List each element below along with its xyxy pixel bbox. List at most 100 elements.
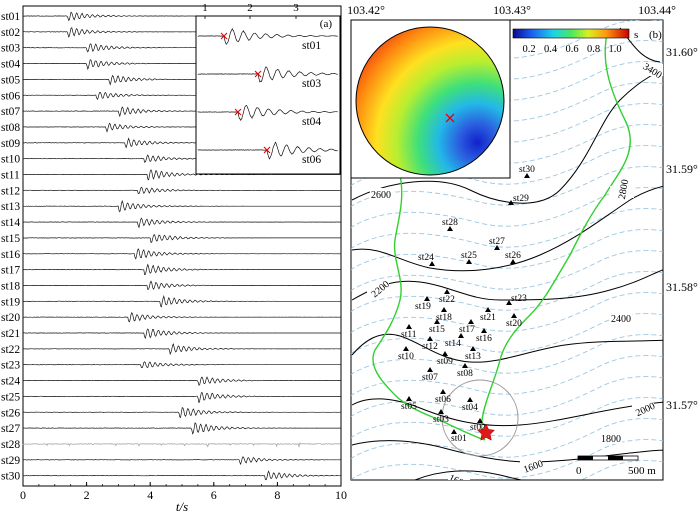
seismogram-trace bbox=[22, 263, 341, 276]
colorbar-ramp bbox=[512, 28, 630, 39]
station-triangle-icon bbox=[427, 367, 433, 372]
lon-tick: 103.44° bbox=[638, 3, 676, 17]
panel-a-seismograms: st01 st02 st03 st04 st05 st06 st07 st08 st09 st10… bbox=[1, 2, 347, 514]
misfit-disk bbox=[355, 26, 505, 176]
contour-label: 2400 bbox=[611, 314, 631, 325]
x-tick-label: 10 bbox=[335, 488, 347, 502]
station-triangle-icon bbox=[511, 313, 517, 318]
station-label: st30 bbox=[1, 471, 20, 483]
station-triangle-icon bbox=[467, 397, 473, 402]
map-station-label: st23 bbox=[511, 294, 527, 304]
station-triangle-icon bbox=[429, 261, 435, 266]
colorbar-unit: s bbox=[634, 29, 638, 41]
map-station-label: st17 bbox=[459, 325, 475, 335]
minor-contour bbox=[351, 397, 663, 438]
contour-line bbox=[351, 333, 663, 363]
station-triangle-icon bbox=[451, 429, 457, 434]
station-label: st09 bbox=[1, 138, 20, 150]
minor-contour bbox=[351, 229, 663, 270]
lat-tick: 31.60° bbox=[666, 45, 698, 59]
lon-tick: 103.42° bbox=[347, 3, 385, 17]
station-label: st16 bbox=[1, 249, 20, 261]
station-label: st29 bbox=[1, 455, 20, 467]
seismogram-trace bbox=[22, 392, 341, 403]
station-triangle-icon bbox=[406, 396, 412, 401]
map-station-label: st05 bbox=[401, 402, 417, 412]
contour-line bbox=[351, 69, 663, 204]
map-station-label: st26 bbox=[505, 251, 521, 261]
station-triangle-icon bbox=[466, 259, 472, 264]
contour-labels: 3400 2800 2600 2400 2200 2000 1800 1600 … bbox=[367, 61, 663, 491]
seismogram-trace bbox=[22, 407, 341, 419]
station-labels: st01 st02 st03 st04 st05 st06 st07 st08 st09 st10… bbox=[1, 11, 20, 483]
minor-contour bbox=[351, 418, 663, 459]
contour-line bbox=[351, 185, 663, 272]
station-label: st13 bbox=[1, 201, 20, 213]
best-location-marker-icon bbox=[445, 113, 455, 123]
panel-b-label: (b) bbox=[649, 29, 662, 41]
map-station-label: st14 bbox=[445, 339, 461, 349]
station-label: st02 bbox=[1, 27, 20, 39]
inset-first-arrivals: 1 2 3 (a) st01 st03 st04 st06 bbox=[195, 2, 341, 175]
pick-marker-icon bbox=[254, 70, 262, 78]
minor-contour bbox=[351, 208, 663, 249]
inset-traces: st01 st03 st04 st06 bbox=[197, 27, 338, 166]
station-label: st24 bbox=[1, 376, 20, 388]
minor-contour bbox=[351, 103, 663, 144]
minor-contour bbox=[351, 355, 663, 396]
scale-bar: 0 500 m bbox=[576, 455, 656, 477]
map-station-label: st16 bbox=[476, 334, 492, 344]
inset-tick-label: 2 bbox=[247, 2, 253, 14]
colorbar-tick-label: 0.6 bbox=[565, 44, 578, 55]
x-axis-label: t/s bbox=[176, 499, 188, 514]
colorbar: s 0.2 0.4 0.6 0.8 1.0 bbox=[512, 28, 638, 55]
station-triangle-icon bbox=[438, 409, 444, 414]
pick-marker-icon bbox=[234, 108, 242, 116]
minor-contour bbox=[351, 250, 663, 291]
inset-trace bbox=[197, 141, 338, 160]
map-station-label: st28 bbox=[442, 218, 458, 228]
station-label: st12 bbox=[1, 185, 20, 197]
river bbox=[480, 29, 631, 441]
seismogram-trace bbox=[22, 376, 341, 387]
station-triangle-icon bbox=[440, 389, 446, 394]
x-axis-ticks: 0 2 4 6 8 10 bbox=[20, 482, 347, 502]
seismogram-trace bbox=[22, 248, 341, 260]
map-station-label: st04 bbox=[462, 403, 478, 413]
x-tick-label: 0 bbox=[20, 488, 26, 502]
panel-a-label: (a) bbox=[320, 18, 333, 30]
lat-tick: 31.58° bbox=[666, 280, 698, 294]
map-station-label: st22 bbox=[439, 295, 455, 305]
colorbar-tick-label: 0.4 bbox=[544, 44, 558, 55]
lat-tick: 31.59° bbox=[666, 162, 698, 176]
contour-line bbox=[351, 269, 663, 301]
station-triangle-icon bbox=[494, 245, 500, 250]
station-triangle-icon bbox=[447, 226, 453, 231]
station-triangle-icon bbox=[458, 333, 464, 338]
station-triangle-icon bbox=[434, 319, 440, 324]
seismogram-trace bbox=[22, 233, 341, 244]
colorbar-tick-label: 0.2 bbox=[522, 44, 535, 55]
station-triangle-icon bbox=[442, 351, 448, 356]
seismogram-trace bbox=[22, 470, 341, 481]
inset-trace bbox=[197, 66, 338, 83]
inset-frame bbox=[195, 15, 341, 175]
station-triangle-icon bbox=[477, 418, 483, 423]
contour-label: 1600 bbox=[447, 473, 470, 491]
station-label: st17 bbox=[1, 265, 20, 277]
map-station-label: st29 bbox=[513, 194, 529, 204]
station-triangle-icon bbox=[506, 300, 512, 305]
map-station-label: st24 bbox=[418, 253, 434, 263]
x-tick-label: 4 bbox=[147, 488, 153, 502]
minor-contour bbox=[351, 313, 663, 354]
station-label: st25 bbox=[1, 391, 20, 403]
station-label: st19 bbox=[1, 296, 20, 308]
station-label: st07 bbox=[1, 106, 20, 118]
seismogram-trace bbox=[23, 199, 341, 213]
seismogram-trace bbox=[22, 343, 341, 356]
minor-contour bbox=[351, 145, 663, 186]
station-triangle-icon bbox=[510, 259, 516, 264]
